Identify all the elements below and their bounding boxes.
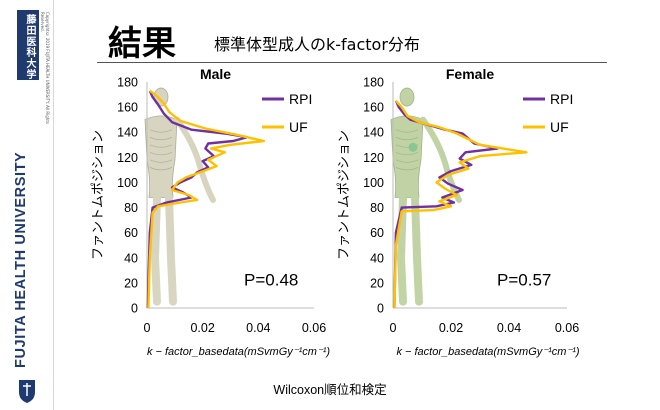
y-tick-label: 120: [117, 151, 138, 165]
series-line-uf: [393, 99, 528, 309]
legend-label: UF: [550, 119, 569, 135]
figure-rib: [149, 151, 173, 156]
y-tick-label: 0: [131, 302, 138, 316]
title-underline: [97, 62, 607, 63]
figure-legs: [396, 193, 423, 306]
y-tick-label: 80: [124, 201, 138, 215]
university-logo: [17, 10, 39, 80]
figure-torso: [390, 115, 424, 198]
logo-text: 藤田医科大学: [24, 14, 35, 80]
y-tick-label: 20: [370, 276, 384, 290]
chart-female: [390, 82, 567, 309]
female-body-phantom-figure: [390, 87, 462, 306]
slide-subtitle: 標準体型成人のk-factor分布: [214, 35, 420, 54]
x-tick-label: 0.02: [439, 321, 463, 335]
p-value-annotation: P=0.57: [497, 270, 551, 289]
figure-rib: [149, 144, 173, 148]
slide-title: 結果: [108, 24, 176, 64]
y-tick-label: 20: [124, 276, 138, 290]
figure-organ: [408, 142, 418, 152]
y-tick-label: 180: [363, 76, 384, 90]
x-tick-label: 0.06: [555, 321, 579, 335]
x-axis-label: k − factor_basedata(mSvmGy⁻¹cm⁻¹): [396, 346, 579, 358]
x-tick-label: 0.04: [246, 321, 270, 335]
figure-rib: [149, 129, 173, 133]
y-tick-label: 160: [117, 101, 138, 115]
y-tick-label: 80: [370, 201, 384, 215]
x-tick-label: 0.04: [497, 321, 521, 335]
y-tick-label: 100: [117, 176, 138, 190]
y-tick-label: 40: [370, 251, 384, 265]
y-tick-label: 120: [363, 151, 384, 165]
y-tick-label: 40: [124, 251, 138, 265]
y-tick-label: 60: [370, 226, 384, 240]
x-axis-label: k − factor_basedata(mSvmGy⁻¹cm⁻¹): [147, 346, 330, 358]
figure-rib: [395, 136, 419, 141]
y-tick-label: 160: [363, 101, 384, 115]
y-axis-label: ファントムポジション: [90, 130, 105, 260]
chart-title: Female: [446, 66, 494, 82]
figure-rib: [395, 167, 419, 171]
figure-rib: [395, 151, 419, 156]
series-line-uf: [147, 89, 266, 309]
chart-male: [144, 82, 314, 309]
x-tick-label: 0.06: [302, 321, 326, 335]
legend-label: RPI: [550, 91, 573, 107]
figure-rib: [395, 159, 419, 163]
legend-label: UF: [289, 119, 308, 135]
figure-legs: [150, 193, 177, 306]
statistical-test-note: Wilcoxon順位和検定: [273, 383, 387, 397]
crest-icon: [19, 380, 35, 403]
copyright-text: Copyright© 2019 FUJITA HEALTH UNIVERSITY…: [40, 12, 50, 124]
legend-label: RPI: [289, 91, 312, 107]
chart-title: Male: [200, 66, 231, 82]
y-tick-label: 140: [117, 126, 138, 140]
y-tick-label: 60: [124, 226, 138, 240]
x-tick-label: 0: [390, 321, 397, 335]
y-tick-label: 180: [117, 76, 138, 90]
y-axis-label: ファントムポジション: [336, 130, 351, 260]
p-value-annotation: P=0.48: [244, 270, 298, 289]
figure-rib: [149, 136, 173, 141]
y-tick-label: 100: [363, 176, 384, 190]
y-tick-label: 140: [363, 126, 384, 140]
y-tick-label: 0: [377, 302, 384, 316]
figure-rib: [149, 159, 173, 163]
figure-torso: [144, 115, 178, 198]
series-line-rpi: [146, 90, 249, 309]
figure-rib: [149, 167, 173, 171]
x-tick-label: 0.02: [190, 321, 214, 335]
figure-head: [399, 87, 415, 107]
male-body-phantom-figure: [144, 87, 216, 306]
sidebar: 藤田医科大学 Copyright© 2019 FUJITA HEALTH UNI…: [0, 0, 54, 410]
x-tick-label: 0: [144, 321, 151, 335]
figure-rib: [395, 129, 419, 133]
